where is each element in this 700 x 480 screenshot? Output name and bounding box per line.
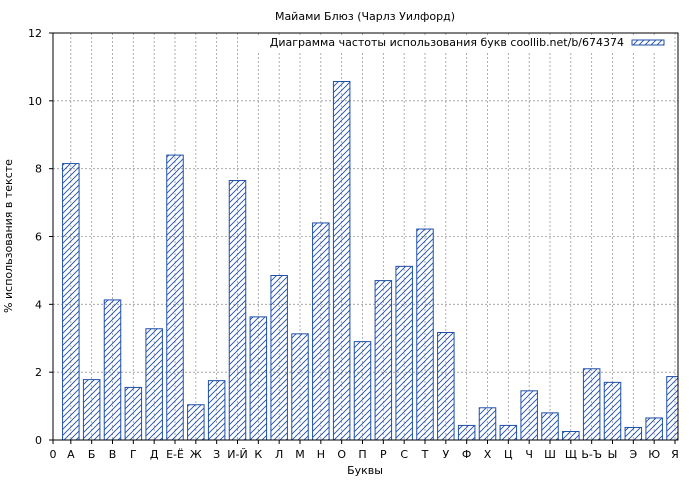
y-tick-label: 10: [28, 95, 42, 108]
grid-lines: [53, 33, 678, 440]
x-tick-label: М: [295, 448, 305, 461]
bar: [624, 426, 643, 441]
bar: [312, 222, 330, 441]
x-tick-label: Ь-Ъ: [581, 448, 602, 461]
bar: [291, 333, 309, 441]
bar: [353, 341, 372, 441]
x-tick-label: Ч: [525, 448, 533, 461]
x-axis-label: Буквы: [347, 464, 383, 477]
x-tick-label: Л: [275, 448, 283, 461]
y-axis: 0 2 4 6 8 10 12: [28, 27, 53, 447]
x-tick-label: Я: [671, 448, 679, 461]
x-tick-label: Ш: [544, 448, 556, 461]
bar: [499, 424, 518, 441]
bar: [562, 431, 580, 441]
bar: [520, 390, 538, 441]
x-tick-label: А: [67, 448, 75, 461]
bar: [603, 381, 622, 441]
bar: [457, 424, 476, 441]
y-tick-label: 4: [35, 298, 42, 311]
x-tick-label: К: [254, 448, 262, 461]
x-tick-label: П: [358, 448, 366, 461]
bar: [478, 407, 497, 441]
bar: [124, 386, 143, 441]
bar: [270, 275, 288, 441]
bars: [62, 81, 679, 441]
x-tick-label: Е-Ё: [166, 448, 184, 461]
bar: [437, 331, 455, 441]
y-axis-label: % использования в тексте: [2, 159, 15, 313]
bar: [207, 380, 226, 441]
legend-label: Диаграмма частоты использования букв coo…: [270, 36, 624, 49]
x-tick-label: Р: [380, 448, 387, 461]
bar: [666, 376, 679, 441]
bar: [187, 404, 205, 441]
bar: [166, 154, 184, 441]
bar: [82, 379, 101, 441]
bar: [645, 417, 663, 441]
legend-swatch: [631, 39, 665, 46]
x-tick-label: У: [442, 448, 449, 461]
y-tick-label: 2: [35, 366, 42, 379]
x-tick-label: В: [109, 448, 117, 461]
x-tick-label: Б: [88, 448, 96, 461]
y-tick-label: 0: [35, 434, 42, 447]
bar: [374, 280, 393, 441]
bar: [541, 412, 559, 441]
y-tick-label: 8: [35, 163, 42, 176]
x-tick-label: 0: [50, 448, 57, 461]
bar: [145, 328, 163, 441]
x-tick-label: Ф: [462, 448, 471, 461]
x-tick-label: Т: [421, 448, 429, 461]
x-tick-label: С: [400, 448, 408, 461]
x-tick-label: Щ: [565, 448, 577, 461]
x-tick-label: Н: [317, 448, 325, 461]
x-axis: 0 А Б В Г Д Е-Ё Ж З И-Й К Л М Н О П Р С Т У Ф Х Ц Ч Ш Щ Ь-Ъ Ы Э Ю Я: [50, 440, 679, 461]
legend-box: [240, 35, 672, 51]
x-tick-label: Ю: [648, 448, 660, 461]
x-tick-label: О: [337, 448, 346, 461]
x-tick-label: И-Й: [227, 448, 247, 461]
y-tick-label: 12: [28, 27, 42, 40]
x-tick-label: З: [213, 448, 220, 461]
x-tick-label: Ж: [190, 448, 202, 461]
x-tick-label: Х: [484, 448, 492, 461]
bar: [332, 81, 351, 441]
bar: [395, 265, 413, 441]
bar: [416, 228, 434, 441]
x-tick-label: Э: [629, 448, 637, 461]
x-tick-label: Г: [130, 448, 137, 461]
y-tick-label: 6: [35, 231, 42, 244]
legend: Диаграмма частоты использования букв coo…: [240, 35, 672, 51]
bar: [62, 163, 80, 441]
bar: [582, 368, 601, 441]
bar: [228, 180, 247, 441]
x-tick-label: Ц: [504, 448, 513, 461]
bar: [249, 316, 268, 441]
x-tick-label: Д: [150, 448, 159, 461]
bar: [103, 299, 122, 441]
x-tick-label: Ы: [608, 448, 618, 461]
chart-title: Майами Блюз (Чарлз Уилфорд): [275, 10, 455, 23]
